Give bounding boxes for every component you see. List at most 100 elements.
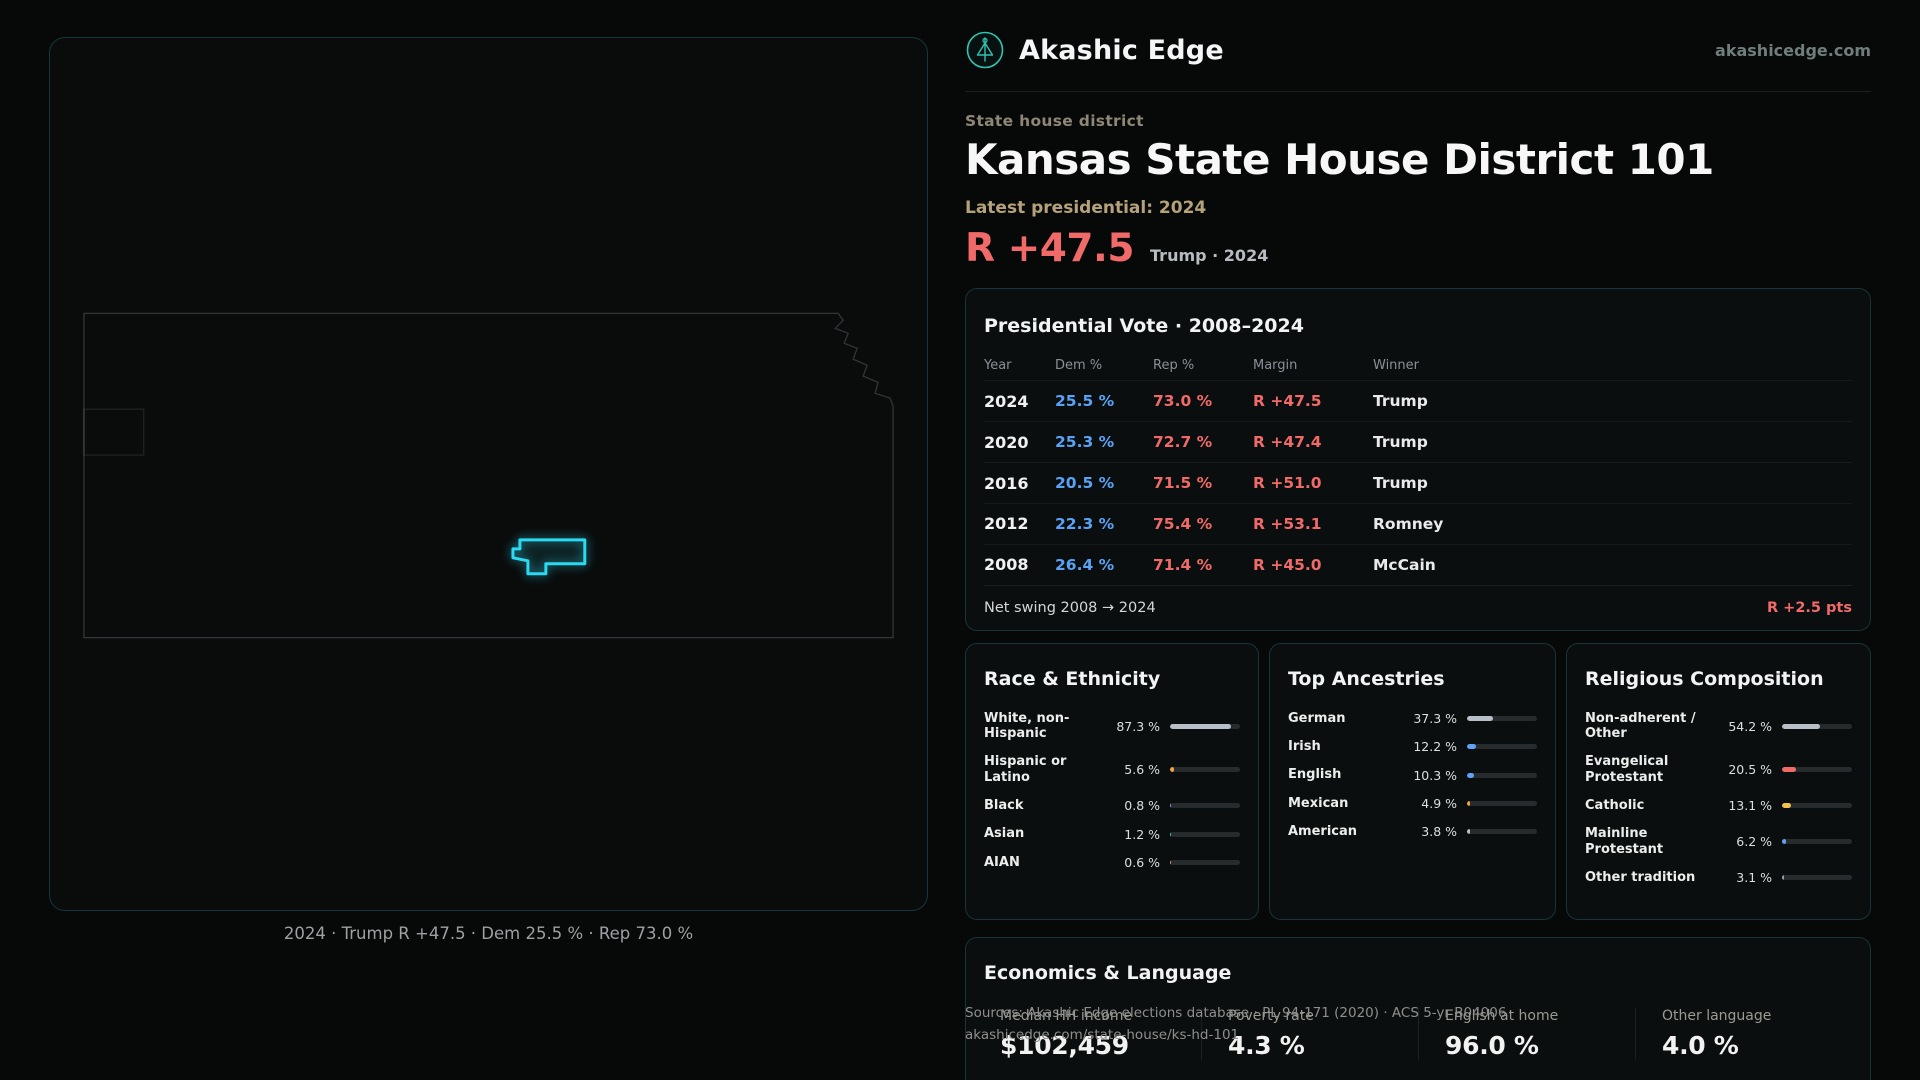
demo-bar-fill [1170, 803, 1171, 809]
cell-dem-pct: 25.3 % [1055, 433, 1115, 452]
demo-label: Mainline Protestant [1585, 826, 1664, 857]
col-rep: Rep % [1153, 358, 1195, 374]
demo-bar-fill [1467, 829, 1470, 835]
demo-row: Hispanic or Latino 5.6 % [984, 748, 1240, 792]
margin-context: Trump · 2024 [1150, 246, 1269, 266]
demo-value: 0.8 % [1124, 798, 1160, 814]
demo-bar-fill [1782, 767, 1797, 773]
demo-bar-track [1782, 803, 1852, 809]
demo-bar-fill [1170, 723, 1232, 729]
stat-other-language: Other language 4.0 % [1635, 1008, 1852, 1061]
demo-bar-track [1467, 715, 1537, 721]
demographics-section: Race & Ethnicity White, non-Hispanic 87.… [965, 643, 1871, 921]
cell-rep-pct: 71.4 % [1153, 555, 1213, 574]
demo-value: 37.3 % [1413, 710, 1457, 726]
stat-value: 4.3 % [1228, 1031, 1305, 1061]
cell-dem-pct: 22.3 % [1055, 514, 1115, 533]
district-101-shape[interactable] [511, 538, 587, 576]
demo-bar-track [1170, 767, 1240, 773]
demo-value: 5.6 % [1124, 762, 1160, 778]
presidential-vote-title: Presidential Vote · 2008–2024 [984, 315, 1304, 338]
demo-bar-track [1782, 875, 1852, 881]
top-ancestries-card: Top Ancestries German 37.3 % Irish 12.2 … [1269, 643, 1556, 921]
religious-composition-title: Religious Composition [1585, 668, 1824, 691]
page-title: Kansas State House District 101 [965, 135, 1714, 184]
demo-bar-fill [1467, 744, 1476, 750]
demo-value: 0.6 % [1124, 854, 1160, 870]
kansas-map [83, 312, 894, 639]
demo-row: Asian 1.2 % [984, 820, 1240, 848]
demo-row: Mexican 4.9 % [1288, 789, 1537, 817]
race-ethnicity-title: Race & Ethnicity [984, 668, 1161, 691]
net-swing-label: Net swing 2008 → 2024 [984, 599, 1156, 616]
demo-row: Evangelical Protestant 20.5 % [1585, 748, 1852, 792]
col-margin: Margin [1253, 358, 1298, 374]
stat-value: $102,459 [1000, 1031, 1129, 1061]
table-row: 2020 25.3 % 72.7 % R +47.4 Trump [984, 421, 1852, 462]
cell-winner: Trump [1373, 474, 1428, 492]
page-footer: Sources: Akashic Edge elections database… [965, 1002, 1871, 1046]
demo-label: Asian [984, 826, 1025, 842]
demo-row: White, non-Hispanic 87.3 % [984, 704, 1240, 748]
demo-value: 3.8 % [1421, 824, 1457, 840]
cell-rep-pct: 72.7 % [1153, 433, 1213, 452]
demo-label: White, non-Hispanic [984, 710, 1070, 742]
demo-value: 1.2 % [1124, 826, 1160, 842]
demo-label: Catholic [1585, 798, 1645, 814]
cell-rep-pct: 71.5 % [1153, 474, 1213, 492]
cell-winner: McCain [1373, 555, 1436, 574]
cell-dem-pct: 25.5 % [1055, 392, 1115, 411]
brand-domain-link[interactable]: akashicedge.com [1715, 40, 1871, 60]
akashic-edge-logo-icon [965, 30, 1005, 70]
demo-bar-track [1782, 723, 1852, 729]
demo-bar-fill [1170, 767, 1174, 773]
demo-value: 13.1 % [1728, 798, 1772, 814]
stat-label: Median HH income [1000, 1008, 1133, 1025]
county-boundary [83, 408, 145, 456]
table-header-row: Year Dem % Rep % Margin Winner [984, 351, 1852, 380]
sources-line: Sources: Akashic Edge elections database… [965, 1005, 1507, 1021]
header-divider [965, 91, 1871, 92]
demo-row: American 3.8 % [1288, 818, 1537, 846]
margin-value: R +47.5 [965, 226, 1135, 272]
demo-bar-track [1467, 829, 1537, 835]
demo-row: Black 0.8 % [984, 792, 1240, 820]
cell-dem-pct: 26.4 % [1055, 555, 1115, 574]
demo-label: Irish [1288, 739, 1321, 755]
district-map-panel [49, 37, 928, 911]
demo-bar-fill [1467, 800, 1471, 806]
net-swing-value: R +2.5 pts [1766, 599, 1852, 616]
site-header: Akashic Edge akashicedge.com [965, 30, 1871, 70]
demo-value: 6.2 % [1736, 834, 1772, 850]
demo-value: 54.2 % [1728, 718, 1772, 734]
stat-value: 4.0 % [1662, 1031, 1739, 1061]
demo-row: English 10.3 % [1288, 761, 1537, 789]
demo-label: English [1288, 767, 1342, 783]
demo-row: Irish 12.2 % [1288, 733, 1537, 761]
demo-row: Non-adherent / Other 54.2 % [1585, 704, 1852, 748]
demo-label: Evangelical Protestant [1585, 754, 1669, 785]
cell-margin: R +45.0 [1253, 555, 1322, 574]
demo-value: 3.1 % [1736, 870, 1772, 886]
demo-bar-track [1467, 772, 1537, 778]
demo-bar-track [1467, 800, 1537, 806]
demo-row: Mainline Protestant 6.2 % [1585, 820, 1852, 864]
cell-dem-pct: 20.5 % [1055, 474, 1115, 492]
permalink-link[interactable]: akashicedge.com/state-house/ks-hd-101 [965, 1027, 1240, 1043]
demo-bar-track [1170, 723, 1240, 729]
race-ethnicity-card: Race & Ethnicity White, non-Hispanic 87.… [965, 643, 1259, 921]
table-row: 2012 22.3 % 75.4 % R +53.1 Romney [984, 502, 1852, 544]
demo-label: AIAN [984, 854, 1020, 870]
stat-label: Poverty rate [1228, 1008, 1314, 1025]
top-ancestries-title: Top Ancestries [1288, 668, 1445, 691]
net-swing-row: Net swing 2008 → 2024 R +2.5 pts [984, 584, 1852, 631]
cell-winner: Trump [1373, 433, 1428, 452]
religious-composition-card: Religious Composition Non-adherent / Oth… [1566, 643, 1871, 921]
stat-label: Other language [1662, 1008, 1772, 1025]
demo-label: American [1288, 824, 1358, 840]
cell-year: 2016 [984, 473, 1029, 493]
brand: Akashic Edge [965, 30, 1224, 70]
demo-label: Non-adherent / Other [1585, 710, 1696, 742]
stat-median-hh-income: Median HH income $102,459 [984, 1008, 1201, 1060]
